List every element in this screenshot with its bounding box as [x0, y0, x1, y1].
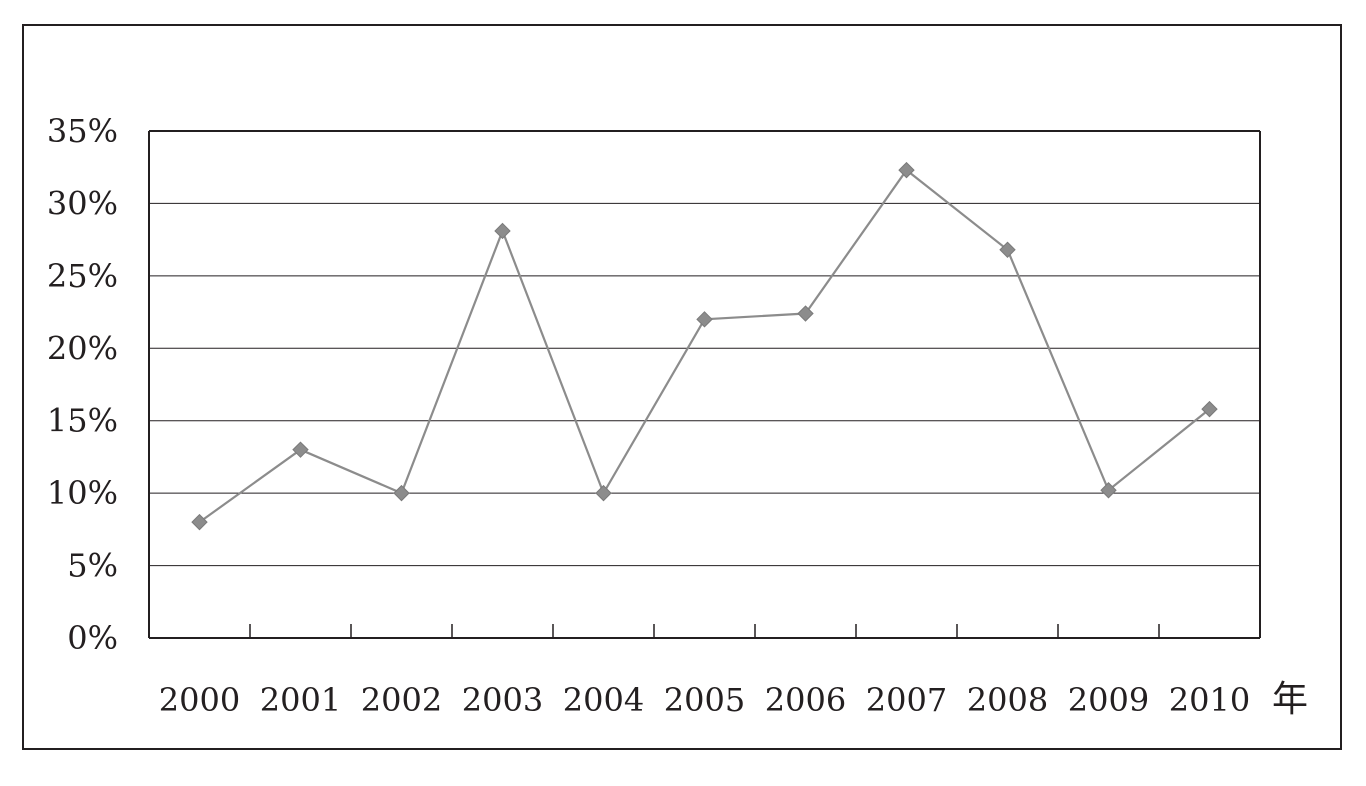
- chart-frame: [22, 24, 1342, 750]
- y-tick-label: 35%: [47, 112, 118, 150]
- data-point-marker: [191, 513, 208, 531]
- x-axis-unit-label: 年: [1272, 679, 1308, 720]
- x-tick-label: 2009: [1068, 681, 1149, 719]
- series: [191, 161, 1218, 531]
- data-point-marker: [797, 305, 814, 322]
- x-tick-label: 2004: [563, 681, 644, 719]
- data-point-marker: [898, 161, 915, 179]
- y-tick-label: 30%: [47, 184, 118, 222]
- y-tick-label: 0%: [67, 619, 118, 657]
- data-point-marker: [999, 241, 1016, 258]
- series-line: [198, 168, 1211, 524]
- x-tick-label: 2007: [866, 681, 947, 719]
- x-tick-label: 2005: [664, 681, 745, 719]
- y-tick-label: 25%: [47, 257, 118, 295]
- x-tick-labels: 2000 2001 2002 2003 2004 2005 2006 2007 2008 2009…: [159, 681, 1250, 719]
- x-tick-label: 2010: [1169, 681, 1250, 719]
- data-point-marker: [494, 222, 511, 240]
- x-tick-label: 2001: [260, 681, 341, 719]
- axes: [148, 130, 1261, 639]
- x-tick-label: 2002: [361, 681, 442, 719]
- y-tick-label: 20%: [47, 329, 118, 367]
- x-tick-label: 2008: [967, 681, 1048, 719]
- gridlines: [149, 130, 1260, 567]
- x-tick-label: 2000: [159, 681, 240, 719]
- data-point-marker: [1201, 400, 1218, 418]
- y-tick-label: 5%: [67, 547, 118, 585]
- y-tick-labels: 0% 5% 10% 15% 20% 25% 30% 35%: [47, 112, 118, 657]
- data-point-marker: [393, 484, 410, 502]
- x-tick-label: 2006: [765, 681, 846, 719]
- data-point-marker: [696, 311, 713, 328]
- x-tick-label: 2003: [462, 681, 543, 719]
- y-tick-label: 15%: [47, 402, 118, 440]
- data-point-marker: [292, 441, 309, 458]
- y-tick-label: 10%: [47, 474, 118, 512]
- data-point-marker: [1100, 482, 1117, 499]
- data-point-marker: [595, 484, 612, 502]
